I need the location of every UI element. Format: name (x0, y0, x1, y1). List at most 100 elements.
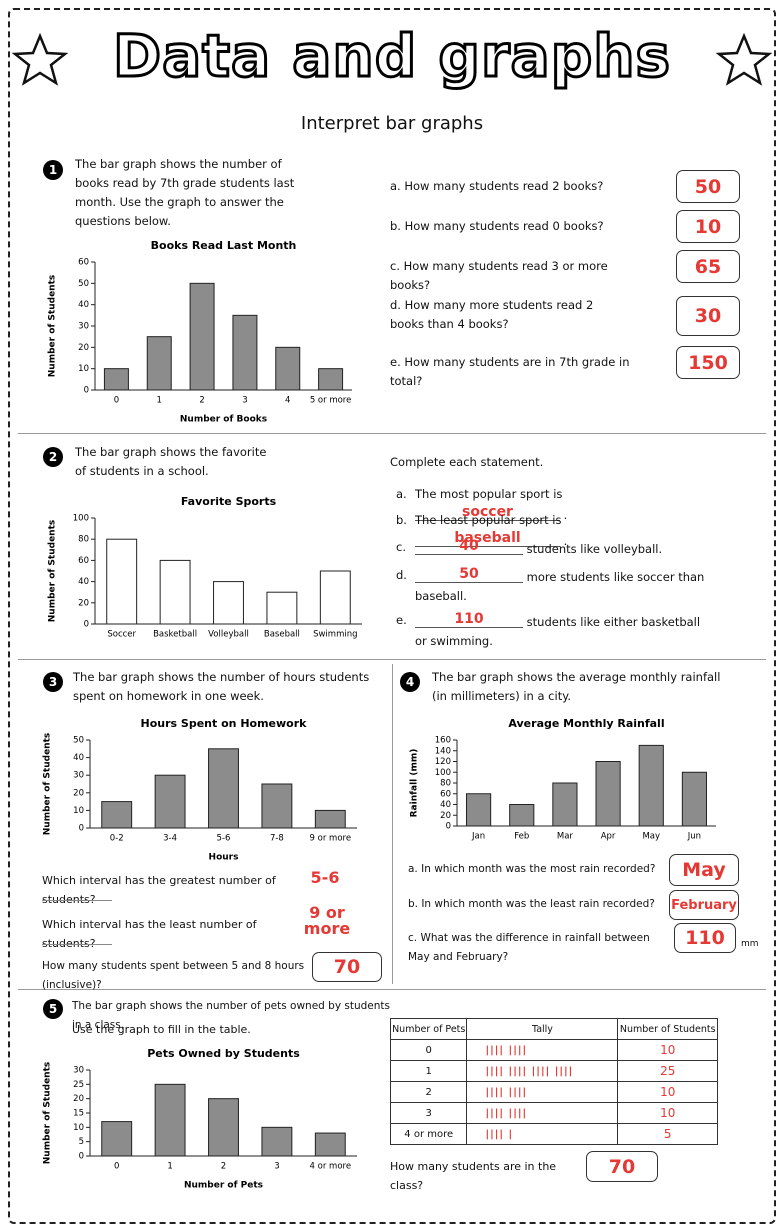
question-text: b. How many students read 0 books? (390, 219, 604, 233)
answer-box: 70 (586, 1151, 658, 1182)
bar (208, 1098, 239, 1157)
answer: 10 (617, 1081, 718, 1103)
x-tick-label: May (642, 832, 660, 842)
answer-box: 150 (676, 346, 740, 379)
bar (595, 761, 621, 827)
x-axis-label: Number of Pets (184, 1181, 263, 1191)
answer: 5 (617, 1123, 718, 1145)
bar-chart: Favorite Sports Number of Students 0 20 40 60… (48, 495, 362, 640)
table-row: 0 |||| |||| 10 (389, 1039, 718, 1061)
answer: 9 or more (303, 903, 351, 938)
bar (154, 774, 186, 829)
statement-text: . (563, 534, 568, 548)
y-tick-label: 0 (84, 386, 89, 396)
y-tick-label: 100 (435, 768, 451, 778)
page-border (8, 8, 776, 1224)
section-number: 3 (43, 672, 63, 692)
statement: The most popular sport is soccer . (415, 485, 705, 525)
x-tick-label: 1 (167, 1162, 172, 1172)
bar (314, 1132, 346, 1157)
divider (18, 989, 766, 990)
answer-blank: 110 (415, 611, 523, 628)
table-row: 3 |||| |||| 10 (389, 1102, 718, 1124)
x-tick-label: Baseball (264, 630, 300, 640)
chart-title: Pets Owned by Students (147, 1047, 300, 1060)
y-tick-label: 50 (73, 736, 84, 746)
answer-blank: 50 (415, 566, 523, 583)
chart-title: Average Monthly Rainfall (508, 717, 664, 730)
bar (638, 744, 664, 827)
x-axis-label: Number of Books (180, 415, 267, 425)
question-text: How many students spent between 5 and 8 … (42, 960, 305, 991)
y-tick-label: 80 (440, 779, 451, 789)
section-text: The bar graph shows the number of books … (75, 157, 295, 228)
row-label: 2 (389, 1081, 468, 1103)
bar (101, 1121, 133, 1157)
statement-label: d. (396, 568, 407, 582)
question-text: Which interval has the greatest number o… (42, 874, 276, 906)
table-row: 2 |||| |||| 10 (389, 1081, 718, 1103)
column-header: Number of Pets (389, 1018, 468, 1040)
chart-title: Favorite Sports (181, 495, 277, 508)
table: Number of Pets Tally Number of Students 0 ||… (389, 1018, 718, 1145)
y-tick-label: 30 (73, 771, 84, 781)
answer: 10 (617, 1102, 718, 1124)
y-tick-label: 100 (73, 514, 89, 524)
page-subtitle: Interpret bar graphs (300, 113, 484, 134)
statement-label: e. (396, 613, 407, 627)
bar (101, 801, 133, 829)
answer-blank: 40 (415, 538, 523, 555)
section-text: The bar graph shows the average monthly … (432, 670, 721, 703)
bar (213, 581, 244, 625)
statement-label: c. (396, 540, 406, 554)
bar-chart: Books Read Last Month Number of Students N… (48, 239, 352, 425)
y-axis-label: Number of Students (43, 1062, 53, 1164)
bar (261, 1126, 293, 1157)
tally: |||| |||| (466, 1039, 619, 1061)
x-tick-label: 9 or more (310, 834, 352, 844)
x-tick-label: Swimming (313, 630, 357, 640)
answer: 50 (694, 175, 722, 198)
bar (319, 570, 351, 625)
answer: 65 (694, 255, 722, 278)
statement-text: students like volleyball. (526, 542, 663, 556)
statement: 110 students like either basketball or s… (415, 611, 705, 651)
x-tick-label: 4 or more (310, 1162, 352, 1172)
answer: 5-6 (310, 868, 340, 887)
y-tick-label: 40 (440, 800, 451, 810)
statement-text: The least popular sport is (415, 513, 562, 527)
table-row: 4 or more |||| | 5 (389, 1123, 718, 1145)
bar (681, 771, 708, 827)
y-tick-label: 30 (73, 1066, 84, 1076)
bar (159, 559, 191, 625)
x-tick-label: 3 (242, 396, 247, 406)
table-row: 1 |||| |||| |||| |||| 25 (389, 1060, 718, 1082)
x-tick-label: Jan (471, 832, 485, 842)
y-tick-label: 20 (78, 598, 89, 608)
bar (189, 282, 215, 391)
x-tick-label: 3-4 (163, 834, 177, 844)
y-tick-label: 10 (78, 364, 89, 374)
y-tick-label: 60 (440, 789, 451, 799)
tally: |||| |||| (466, 1102, 619, 1124)
y-tick-label: 0 (79, 1152, 84, 1162)
chart-title: Hours Spent on Homework (141, 717, 308, 730)
y-tick-label: 50 (78, 279, 89, 289)
tally: |||| |||| |||| |||| (466, 1060, 619, 1082)
x-tick-label: Feb (514, 832, 529, 842)
row-label: 4 or more (389, 1123, 468, 1145)
y-tick-label: 15 (73, 1109, 84, 1119)
divider (392, 664, 393, 984)
y-tick-label: 40 (78, 300, 89, 310)
answer: February (671, 897, 737, 913)
y-axis-label: Number of Students (43, 733, 53, 835)
column-header: Tally (466, 1018, 619, 1040)
row-label: 3 (389, 1102, 468, 1124)
question-text: a. In which month was the most rain reco… (408, 863, 656, 875)
answer-box: May (669, 854, 739, 886)
statement: The least popular sport is baseball . (415, 511, 705, 551)
row-label: 1 (389, 1060, 468, 1082)
x-tick-label: 5 or more (310, 396, 352, 406)
column-header: Number of Students (617, 1018, 718, 1040)
